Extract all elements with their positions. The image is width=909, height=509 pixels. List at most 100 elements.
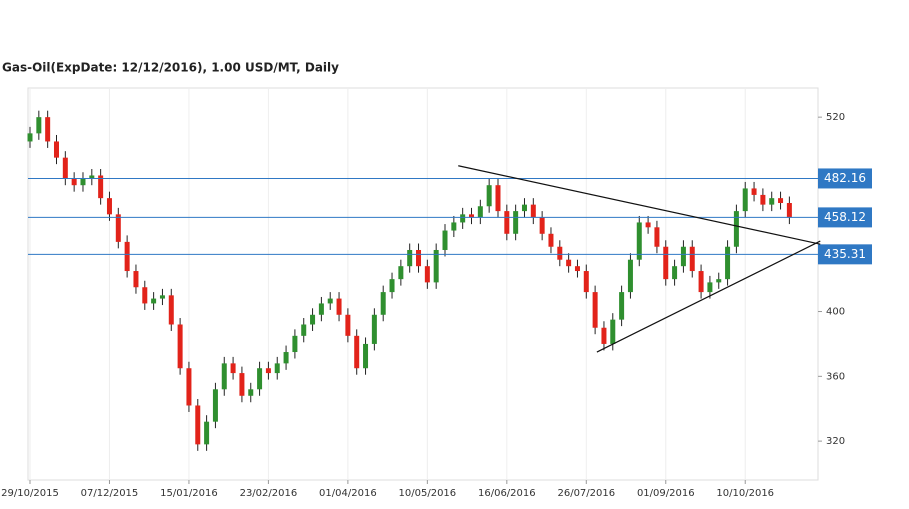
candle-body [539,217,545,234]
candle-body [786,203,792,218]
candle-body [469,214,474,218]
candle-body [336,298,342,315]
candle-body [583,271,589,293]
candle-body [504,211,510,234]
candle-body [177,324,183,369]
candle-body [725,246,731,280]
candle-body [124,241,130,272]
candle-body [486,185,492,207]
x-tick-label: 23/02/2016 [240,488,298,499]
candle-body [292,335,298,353]
candle-body [451,222,457,231]
candle-body [716,279,722,283]
candle-body [778,198,784,204]
candle-body [380,292,386,315]
candle-body [530,204,536,218]
candle-body [98,175,104,199]
candle-body [433,249,439,283]
x-tick-label: 10/10/2016 [716,488,774,499]
candle-body [27,133,33,142]
candle-body [707,282,713,293]
x-tick-label: 10/05/2016 [399,488,457,499]
candle-body [407,249,413,267]
candle-body [760,194,766,205]
level-label: 458.12 [824,210,866,224]
candle-body [195,405,201,445]
chart-title: Gas-Oil(ExpDate: 12/12/2016), 1.00 USD/M… [2,61,339,75]
candle-body [159,295,165,299]
x-tick-label: 26/07/2016 [557,488,615,499]
plot-frame [27,87,819,481]
candle-body [62,157,68,179]
candle-body [477,206,483,218]
candle-body [495,185,501,212]
candle-body [36,117,42,134]
candle-body [363,343,369,369]
trend-line [596,240,821,353]
x-tick-label: 01/04/2016 [319,488,377,499]
candle-body [689,246,695,272]
level-label-box [818,207,872,228]
candle-body [521,204,527,212]
candle-body [672,266,678,280]
candle-body [230,363,236,374]
candle-body [513,211,519,234]
candle-body [592,292,598,328]
candle-body [371,314,377,344]
candle-body [557,246,563,260]
level-label-box [818,168,872,189]
candle-body [248,389,254,396]
candle-body [627,259,633,293]
candle-body [389,279,395,293]
x-tick-label: 16/06/2016 [478,488,536,499]
candle-body [636,222,642,260]
candle-body [106,198,112,215]
candle-body [45,117,51,142]
candle-body [204,421,210,445]
level-label: 482.16 [824,171,866,185]
candle-body [460,214,466,223]
candle-body [619,292,625,320]
candle-body [733,211,739,247]
candle-body [239,373,245,396]
candle-body [566,259,572,267]
candle-body [680,246,686,267]
candle-body [53,141,59,158]
level-label: 435.31 [824,247,866,261]
candle-body [115,214,121,242]
candle-body [698,271,704,293]
candle-body [310,314,316,325]
x-tick-label: 07/12/2015 [81,488,139,499]
candle-body [574,266,580,272]
candle-body [221,363,227,390]
y-tick-label: 400 [826,307,845,318]
candle-body [398,266,404,280]
candle-body [416,249,422,267]
candle-body [424,266,430,283]
x-tick-label: 01/09/2016 [637,488,695,499]
candle-body [80,178,86,186]
candle-body [769,198,775,205]
candle-body [186,368,192,406]
candle-body [663,246,669,280]
candle-body [151,298,157,304]
x-tick-label: 29/10/2015 [1,488,59,499]
candle-body [742,188,748,212]
candle-body [442,230,448,250]
candle-body [327,298,333,304]
candle-body [318,303,324,315]
candle-body [142,287,148,304]
candle-body [283,352,289,364]
y-tick-label: 360 [826,371,845,382]
y-tick-label: 520 [826,112,845,123]
candle-body [257,368,263,390]
y-tick-label: 320 [826,436,845,447]
candle-body [354,335,360,369]
candle-body [212,389,218,422]
candle-body [274,363,280,374]
candle-body [89,175,95,179]
candle-body [345,314,351,336]
trend-line [458,165,821,245]
candle-body [654,227,660,247]
